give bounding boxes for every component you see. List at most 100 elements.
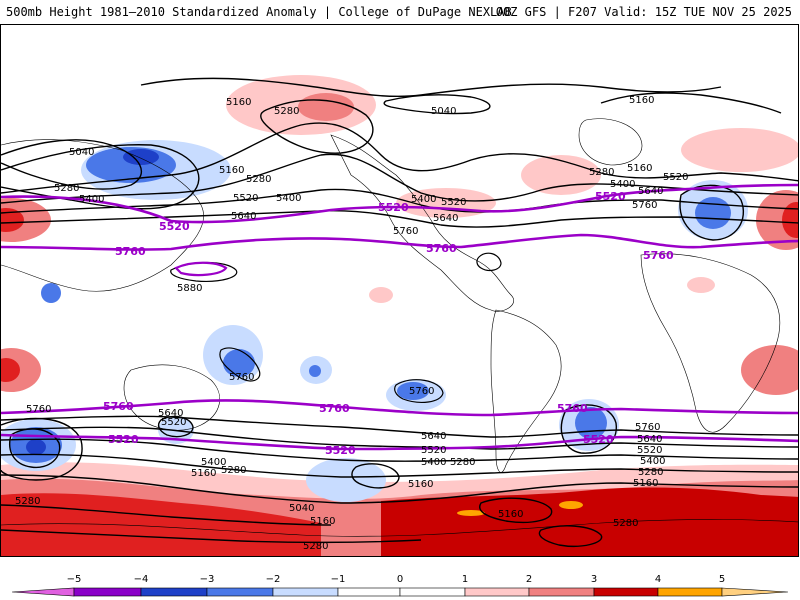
- label-trop-5880: 5880: [177, 283, 202, 294]
- contour-sh-5160: [1, 474, 798, 504]
- anomaly-neg-epacific-core: [397, 382, 429, 400]
- contour-sh-5400: [1, 438, 798, 462]
- anomaly-neg-sindian: [306, 458, 386, 502]
- colorbar-swatch-pos1: [464, 587, 530, 597]
- label-nh-5520-c: 5520: [663, 172, 688, 183]
- colorbar-swatch-neg1: [272, 587, 339, 597]
- label-nh-5640-b: 5640: [433, 213, 458, 224]
- colorbar-swatch-neg2: [206, 587, 274, 597]
- coast-africa: [640, 253, 781, 433]
- colorbar-swatch-neg4: [73, 587, 142, 597]
- label-nh-5160-c: 5160: [219, 165, 244, 176]
- label-nh-5400-c: 5400: [411, 194, 436, 205]
- label-sh-5640-a: 5640: [158, 408, 183, 419]
- label-p-5520-sh-a: 5520: [108, 433, 139, 446]
- purple-5760-nh: [1, 233, 798, 251]
- label-nh-5400-d: 5400: [610, 179, 635, 190]
- colorbar-tick-neg5: −5: [67, 574, 82, 585]
- anomaly-pos-seastedge: [741, 345, 798, 395]
- contour-sh-low-sind: [351, 463, 400, 489]
- anomaly-pos5-spot: [559, 501, 583, 509]
- label-sh-5640-c: 5640: [637, 434, 662, 445]
- anomaly-pos-southern-deep: [381, 487, 798, 556]
- height-contours: [1, 77, 798, 547]
- anomaly-neg-india: [41, 283, 61, 303]
- anomaly-shading: [1, 75, 798, 556]
- anomaly-pos-westedge-core: [1, 208, 24, 232]
- key-contour-labels: 5520 5520 5520 5760 5760 5760 5760 5760 …: [103, 190, 674, 457]
- label-nh-5160-b: 5160: [629, 95, 654, 106]
- anomaly-pos-tropics-b: [687, 277, 715, 293]
- label-nh-5160-a: 5160: [226, 97, 251, 108]
- colorbar-ticks: −5 −4 −3 −2 −1 0 1 2 3 4 5: [67, 574, 726, 585]
- model-run-info: 00Z GFS | F207 Valid: 15Z TUE NOV 25 202…: [495, 5, 792, 19]
- coast-antarctica: [1, 519, 798, 537]
- label-sh-5520-c: 5520: [637, 445, 662, 456]
- anomaly-neg-sw-deep: [26, 439, 46, 455]
- coast-greenland: [578, 118, 643, 166]
- colorbar-tick-4: 4: [655, 574, 661, 585]
- label-nh-5040-a: 5040: [69, 147, 94, 158]
- colorbar-tick-3: 3: [591, 574, 597, 585]
- label-nh-5520-a: 5520: [233, 193, 258, 204]
- label-sh-5520-b: 5520: [421, 445, 446, 456]
- anomaly-pos-swedge-core: [1, 358, 20, 382]
- colorbar-tick-0: 0: [397, 574, 403, 585]
- contour-sh-5040: [1, 504, 332, 526]
- colorbar-tick-2: 2: [526, 574, 532, 585]
- label-p-5760-sh-c: 5760: [557, 402, 588, 415]
- label-sh-5400-b: 5400: [421, 457, 446, 468]
- map-panel: 5160 5280 5040 5160 5040 5160 5280 5280 …: [0, 24, 799, 557]
- contour-nh-5280-hook: [260, 99, 374, 154]
- label-sh-5280-c: 5280: [303, 541, 328, 552]
- colorbar-arrow-right: [721, 587, 789, 597]
- contour-sh-low-sw-b: [1, 417, 83, 481]
- map-title: 500mb Height 1981–2010 Standardized Anom…: [6, 5, 512, 19]
- anomaly-pos-europe: [681, 128, 798, 172]
- colorbar-swatch-neg3: [140, 587, 208, 597]
- anomaly-pos5-spot-b: [457, 510, 485, 516]
- label-p-5760-nh-a: 5760: [115, 245, 146, 258]
- label-nh-5400-b: 5400: [276, 193, 301, 204]
- label-nh-5280-b: 5280: [246, 174, 271, 185]
- label-sh-5760-a: 5760: [26, 404, 51, 415]
- coast-eurasia: [1, 139, 204, 292]
- contour-labels: 5160 5280 5040 5160 5040 5160 5280 5280 …: [15, 95, 688, 552]
- purple-5760-sh: [1, 399, 798, 417]
- colorbar-tick-neg1: −1: [331, 574, 346, 585]
- label-nh-5760-b: 5760: [632, 200, 657, 211]
- label-p-5760-nh-b: 5760: [426, 242, 457, 255]
- purple-5520-sh: [1, 433, 798, 451]
- colorbar-swatch-neutral-a: [337, 587, 401, 597]
- anomaly-neg-neurope-core: [695, 197, 731, 229]
- label-nh-5160-d: 5160: [627, 163, 652, 174]
- colorbar-swatch-pos4: [657, 587, 723, 597]
- label-nh-5040-b: 5040: [431, 106, 456, 117]
- label-nh-5760-a: 5760: [393, 226, 418, 237]
- label-p-5520-sh-c: 5520: [583, 433, 614, 446]
- anomaly-map: 5160 5280 5040 5160 5040 5160 5280 5280 …: [1, 75, 798, 556]
- contour-nh-5520-a: [1, 188, 798, 214]
- anomaly-pos-westedge: [1, 198, 51, 242]
- contour-sh-low-south-b: [538, 525, 603, 547]
- label-nh-5400-a: 5400: [79, 194, 104, 205]
- label-p-5520-nh-a: 5520: [159, 220, 190, 233]
- label-sh-5400-a: 5400: [201, 457, 226, 468]
- label-sh-5160-b: 5160: [408, 479, 433, 490]
- label-sh-5160-a: 5160: [191, 468, 216, 479]
- label-sh-5040-a: 5040: [289, 503, 314, 514]
- label-nh-5280-a: 5280: [274, 106, 299, 117]
- contour-conus-loop: [476, 252, 502, 272]
- anomaly-neg-cpacific-core: [309, 365, 321, 377]
- anomaly-pos-tropics-a: [369, 287, 393, 303]
- colorbar-tick-neg3: −3: [200, 574, 215, 585]
- label-nh-5640-a: 5640: [231, 211, 256, 222]
- label-sh-5520-a: 5520: [161, 417, 186, 428]
- contour-neurope-low: [679, 184, 745, 241]
- contour-nh-5160-top: [140, 77, 722, 98]
- contour-nh-5040-top: [383, 94, 491, 115]
- label-sh-5400-c: 5400: [640, 456, 665, 467]
- purple-5880-loop: [174, 261, 228, 277]
- label-p-5760-nh-c: 5760: [643, 249, 674, 262]
- label-sh-5160-c: 5160: [310, 516, 335, 527]
